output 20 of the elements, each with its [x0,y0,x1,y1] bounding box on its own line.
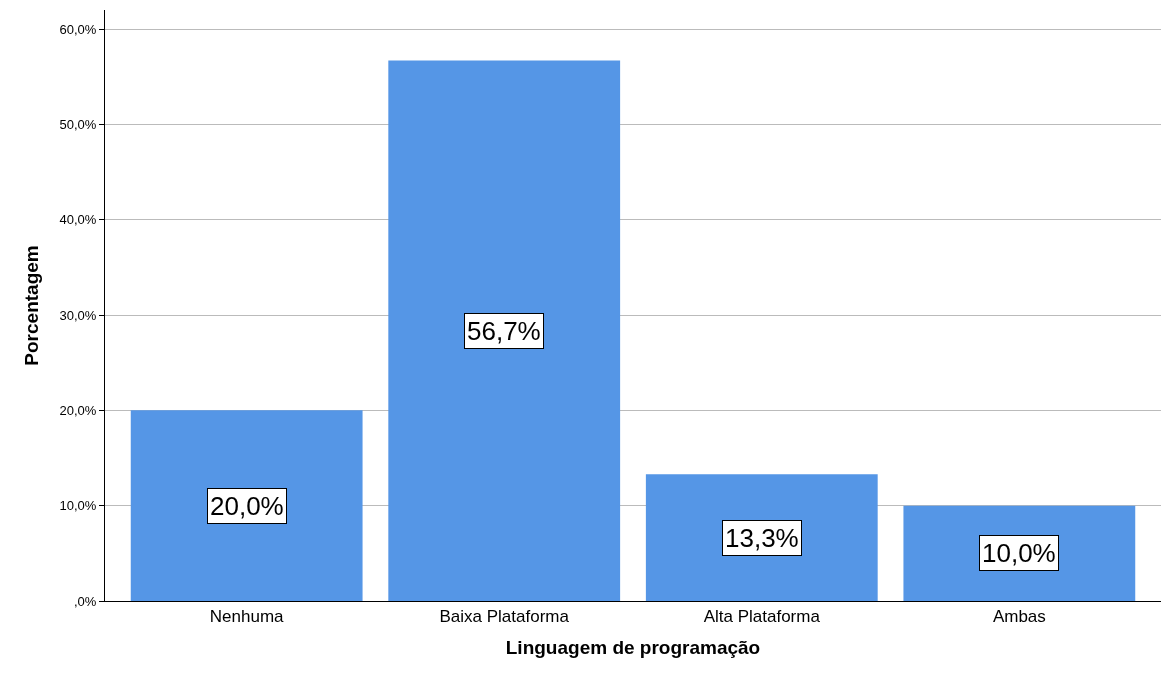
y-tick-label: 10,0% [59,498,97,514]
x-tick-label: Ambas [992,607,1046,627]
bar [130,410,363,601]
data-label: 56,7% [467,316,541,346]
data-label: 10,0% [982,538,1056,568]
y-tick-label: ,0% [73,593,97,609]
x-tick-label: Nenhuma [209,607,285,627]
bar [388,60,621,601]
y-tick-label: 30,0% [59,307,97,323]
y-tick-label: 60,0% [59,21,97,37]
bar [645,474,878,601]
data-label: 20,0% [210,491,284,521]
x-axis-title: Linguagem de programação [505,637,761,659]
y-axis-title: Porcentagem [21,245,43,366]
x-tick-label: Baixa Plataforma [439,607,570,627]
y-tick-label: 40,0% [59,212,97,228]
data-label: 13,3% [725,523,799,553]
x-tick-label: Alta Plataforma [703,607,821,627]
y-tick-label: 20,0% [59,402,97,418]
y-tick-label: 50,0% [59,116,97,132]
